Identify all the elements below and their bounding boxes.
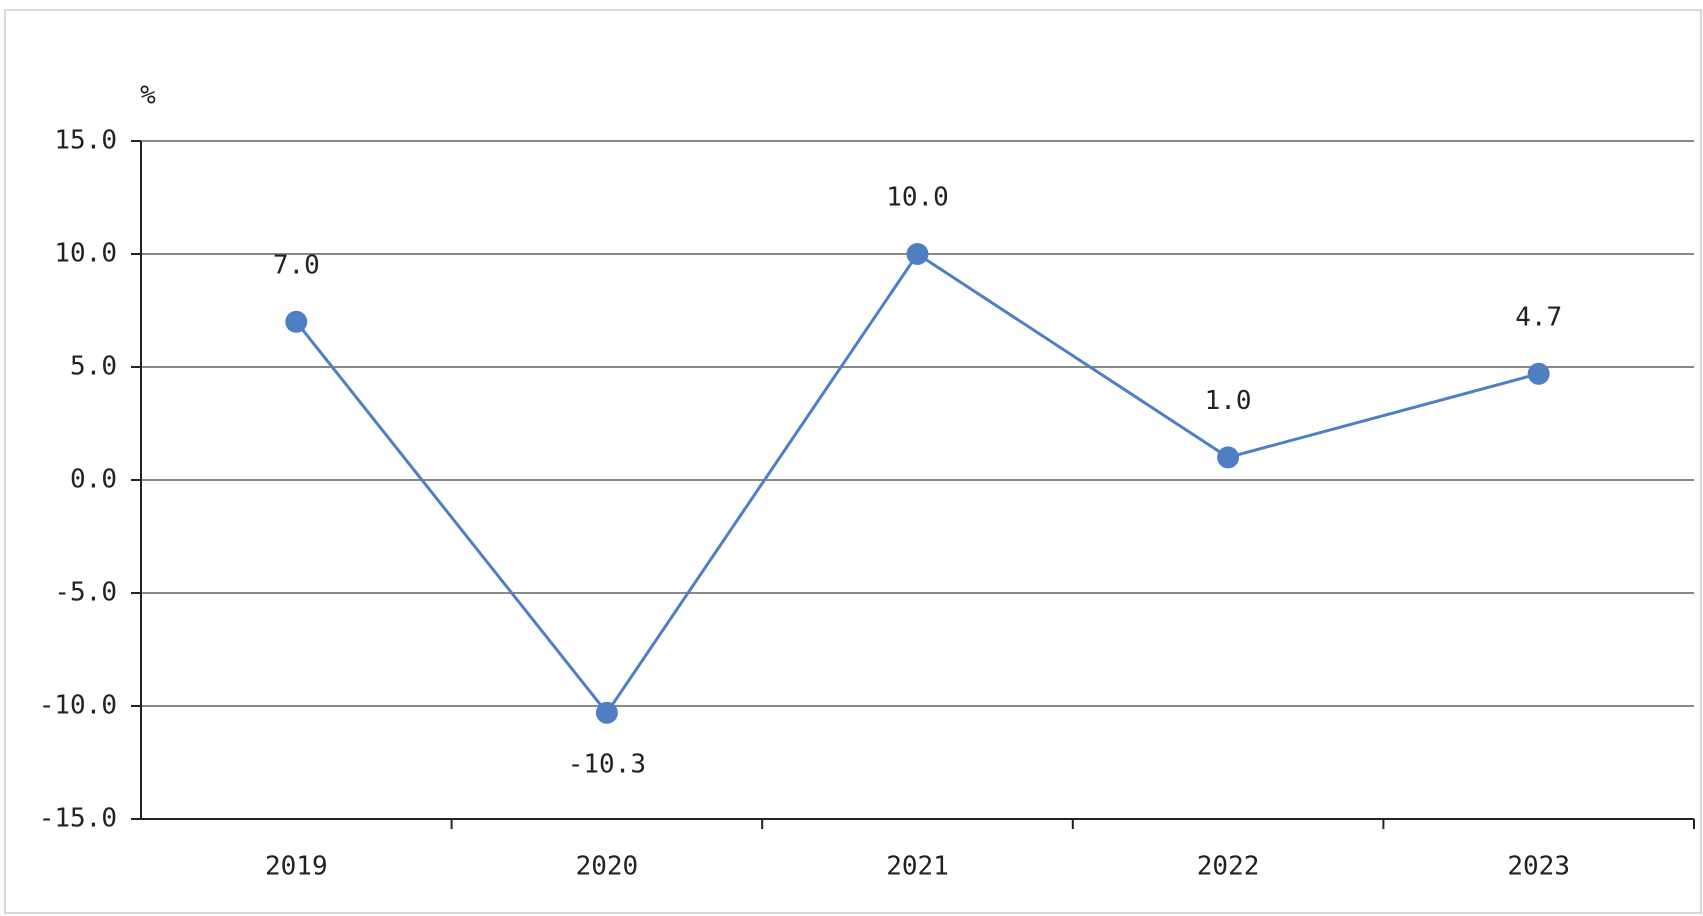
y-tick-label: 10.0: [54, 239, 117, 269]
line: [295, 251, 1540, 716]
data-label: 1.0: [1205, 386, 1252, 416]
y-tick-label: -5.0: [54, 578, 117, 608]
point: [595, 701, 618, 724]
x-tick-label: 2021: [886, 852, 949, 882]
y-axis-label: %: [140, 81, 156, 111]
x-tick-label: 2019: [265, 852, 328, 882]
y-tick-label: 5.0: [70, 352, 117, 382]
point: [1217, 446, 1240, 469]
y-tick-label: -10.0: [39, 691, 117, 721]
data-label: 4.7: [1515, 302, 1562, 332]
point: [285, 310, 308, 333]
data-label: -10.3: [568, 749, 646, 779]
frame: [4, 9, 1702, 914]
point: [1527, 362, 1550, 385]
x-tick-label: 2023: [1507, 852, 1570, 882]
point: [906, 243, 929, 265]
y-tick-label: 15.0: [54, 126, 117, 156]
x-tick-label: 2020: [576, 852, 639, 882]
y-tick-label: -15.0: [39, 804, 117, 834]
data-label: 10.0: [886, 183, 949, 213]
y-tick-label: 0.0: [70, 465, 117, 495]
data-label: 7.0: [273, 250, 320, 280]
x-tick-label: 2022: [1197, 852, 1260, 882]
